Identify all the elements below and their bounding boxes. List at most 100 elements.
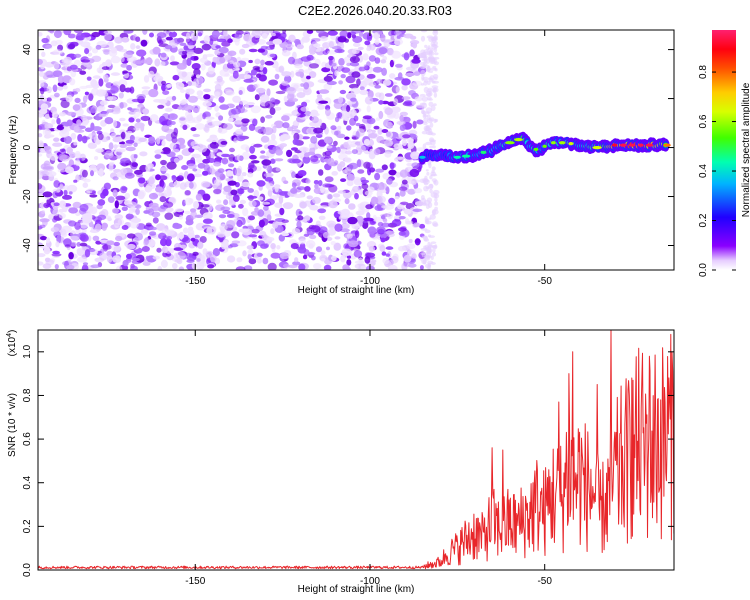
noise-speck: [385, 121, 393, 128]
noise-speck: [112, 255, 122, 263]
noise-speck: [49, 153, 59, 161]
noise-speck: [309, 204, 319, 211]
noise-speck: [247, 172, 254, 178]
noise-speck: [234, 155, 241, 161]
noise-speck: [103, 74, 109, 81]
noise-speck: [56, 125, 64, 131]
snr-y-tick-label: 0.0: [22, 563, 33, 577]
noise-speck: [179, 89, 186, 93]
noise-speck: [114, 214, 124, 220]
noise-speck: [429, 145, 434, 149]
noise-speck: [328, 55, 334, 61]
noise-speck: [395, 156, 406, 160]
noise-speck: [182, 237, 191, 244]
noise-speck: [185, 110, 193, 119]
noise-speck: [281, 71, 292, 77]
noise-speck: [313, 263, 322, 270]
noise-speck: [266, 237, 275, 242]
noise-speck: [144, 185, 152, 193]
noise-speck: [334, 223, 343, 232]
noise-speck: [376, 182, 388, 191]
noise-speck: [121, 225, 129, 230]
noise-speck: [394, 30, 405, 36]
noise-speck: [163, 201, 174, 208]
noise-speck: [323, 83, 333, 91]
noise-speck: [293, 84, 299, 89]
noise-speck: [306, 228, 315, 236]
noise-speck: [318, 215, 326, 220]
noise-speck: [432, 30, 439, 36]
noise-speck: [273, 106, 282, 111]
noise-speck: [297, 246, 307, 254]
noise-speck: [156, 32, 167, 39]
noise-speck: [428, 77, 434, 83]
noise-speck: [190, 211, 198, 219]
noise-speck: [234, 168, 242, 177]
noise-speck: [286, 126, 294, 132]
noise-speck: [261, 33, 268, 39]
noise-speck: [92, 83, 100, 89]
noise-speck: [162, 90, 170, 95]
noise-speck: [87, 142, 97, 149]
noise-speck: [160, 52, 167, 58]
noise-speck: [178, 144, 185, 149]
noise-speck: [148, 226, 158, 231]
noise-speck: [339, 228, 350, 233]
noise-speck: [112, 176, 119, 181]
noise-speck: [408, 90, 416, 96]
noise-speck: [425, 169, 429, 172]
noise-speck: [226, 255, 236, 263]
noise-speck: [65, 94, 73, 103]
noise-speck: [243, 265, 253, 270]
noise-speck: [411, 162, 420, 169]
noise-speck: [91, 126, 102, 132]
noise-speck: [159, 61, 166, 66]
noise-speck: [128, 117, 135, 123]
noise-speck: [212, 248, 220, 257]
noise-speck: [341, 248, 352, 256]
noise-speck: [219, 56, 226, 64]
noise-speck: [106, 255, 113, 263]
snr-y-axis-label: SNR (10 * v/v): [7, 393, 18, 457]
noise-speck: [411, 58, 421, 64]
noise-speck: [420, 228, 428, 231]
noise-speck: [431, 166, 436, 171]
noise-speck: [318, 169, 324, 176]
noise-speck: [147, 239, 156, 248]
noise-speck: [272, 38, 283, 45]
noise-speck: [281, 219, 289, 223]
noise-speck: [66, 184, 78, 193]
noise-speck: [205, 116, 215, 120]
noise-speck: [385, 230, 395, 235]
noise-speck: [366, 117, 376, 125]
snr-y-tick-label: 0.8: [22, 388, 33, 402]
noise-speck: [216, 173, 226, 181]
noise-speck: [346, 233, 353, 239]
noise-speck: [63, 238, 72, 247]
noise-speck: [121, 206, 128, 211]
noise-speck: [62, 84, 68, 90]
noise-speck: [73, 53, 82, 58]
noise-speck: [120, 168, 128, 176]
noise-speck: [354, 192, 359, 200]
noise-speck: [427, 201, 433, 208]
noise-speck: [76, 119, 82, 126]
noise-speck: [407, 188, 416, 195]
noise-speck: [45, 145, 52, 154]
noise-speck: [70, 132, 77, 140]
noise-speck: [38, 31, 43, 37]
noise-speck: [300, 106, 310, 112]
noise-speck: [259, 64, 264, 71]
noise-speck: [296, 186, 306, 191]
noise-speck: [353, 250, 363, 258]
noise-speck: [290, 187, 298, 194]
page-title: C2E2.2026.040.20.33.R03: [298, 3, 452, 18]
noise-speck: [46, 97, 52, 102]
noise-speck: [288, 264, 298, 269]
noise-speck: [88, 93, 94, 102]
noise-speck: [345, 75, 356, 84]
noise-speck: [78, 232, 87, 236]
signal-peak: [568, 142, 574, 146]
noise-speck: [226, 170, 234, 177]
noise-speck: [52, 49, 64, 55]
